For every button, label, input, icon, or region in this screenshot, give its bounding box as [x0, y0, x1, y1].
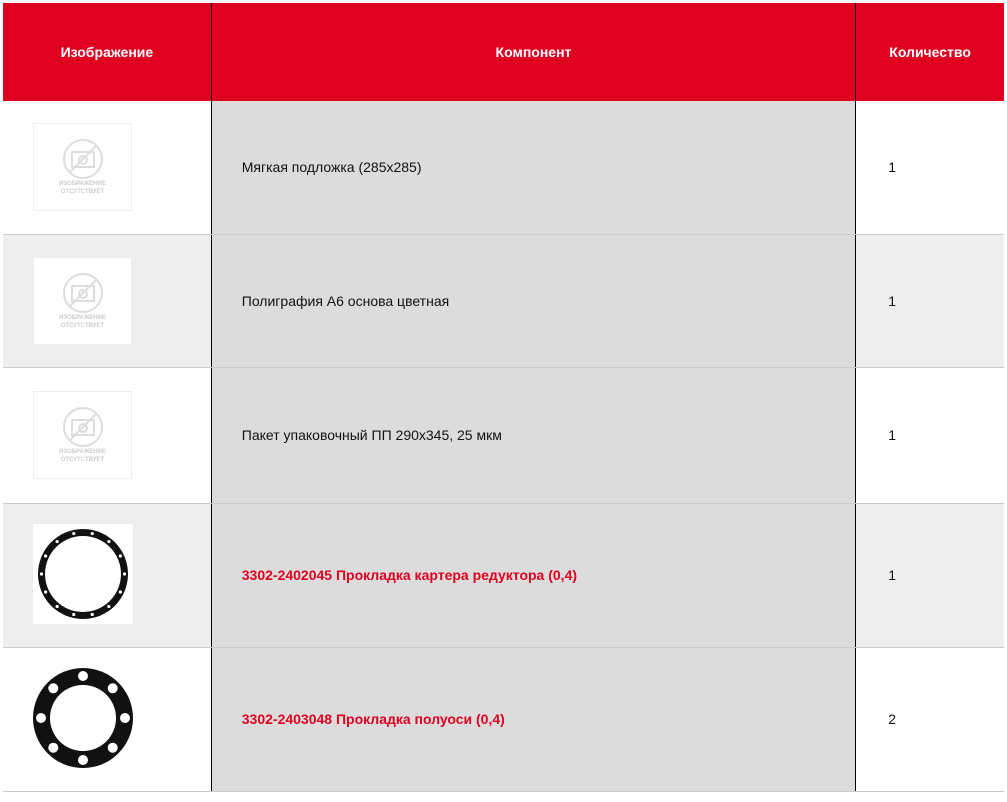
table-row: ИЗОБРАЖЕНИЕ ОТСУТСТВУЕТ Мягкая подложка …	[3, 101, 1004, 235]
components-table: Изображение Компонент Количество ИЗОБРАЖ…	[3, 3, 1004, 792]
component-cell: 3302-2403048 Прокладка полуоси (0,4)	[210, 647, 857, 792]
no-image-placeholder: ИЗОБРАЖЕНИЕ ОТСУТСТВУЕТ	[33, 256, 132, 345]
placeholder-line-2: ОТСУТСТВУЕТ	[60, 189, 105, 196]
component-link[interactable]: 3302-2402045 Прокладка картера редуктора…	[241, 567, 578, 583]
component-cell: Пакет упаковочный ПП 290x345, 25 мкм	[210, 367, 857, 504]
component-name: Полиграфия А6 основа цветная	[241, 292, 450, 309]
no-camera-icon	[62, 272, 103, 313]
no-image-placeholder: ИЗОБРАЖЕНИЕ ОТСУТСТВУЕТ	[33, 391, 132, 479]
image-cell	[3, 503, 212, 648]
no-camera-icon	[62, 139, 103, 180]
image-cell: ИЗОБРАЖЕНИЕ ОТСУТСТВУЕТ	[3, 234, 212, 368]
placeholder-line-2: ОТСУТСТВУЕТ	[60, 457, 105, 463]
image-cell: ИЗОБРАЖЕНИЕ ОТСУТСТВУЕТ	[3, 367, 212, 504]
no-image-placeholder: ИЗОБРАЖЕНИЕ ОТСУТСТВУЕТ	[33, 123, 132, 212]
component-cell: Мягкая подложка (285x285)	[210, 101, 857, 235]
image-cell	[3, 647, 212, 792]
table-header: Изображение Компонент Количество	[3, 3, 1004, 101]
quantity-cell: 1	[855, 234, 1004, 368]
placeholder-line-1: ИЗОБРАЖЕНИЕ	[59, 449, 106, 455]
table-row: ИЗОБРАЖЕНИЕ ОТСУТСТВУЕТ Полиграфия А6 ос…	[3, 234, 1004, 368]
header-image: Изображение	[3, 3, 212, 101]
quantity-cell: 1	[855, 101, 1004, 235]
quantity-cell: 1	[855, 503, 1004, 648]
quantity-cell: 1	[855, 367, 1004, 504]
gasket-wide-ring-image	[33, 667, 133, 768]
quantity-cell: 2	[855, 647, 1004, 792]
header-component: Компонент	[210, 3, 857, 101]
gasket-thin-ring-image	[33, 523, 133, 624]
placeholder-line-2: ОТСУТСТВУЕТ	[60, 322, 105, 329]
component-cell: 3302-2402045 Прокладка картера редуктора…	[210, 503, 857, 648]
component-name: Пакет упаковочный ПП 290x345, 25 мкм	[241, 427, 502, 443]
table-row: 3302-2402045 Прокладка картера редуктора…	[3, 503, 1004, 648]
table-row: ИЗОБРАЖЕНИЕ ОТСУТСТВУЕТ Пакет упаковочны…	[3, 367, 1004, 504]
component-cell: Полиграфия А6 основа цветная	[210, 234, 857, 368]
image-cell: ИЗОБРАЖЕНИЕ ОТСУТСТВУЕТ	[3, 101, 212, 235]
placeholder-line-1: ИЗОБРАЖЕНИЕ	[59, 314, 106, 321]
component-link[interactable]: 3302-2403048 Прокладка полуоси (0,4)	[241, 711, 505, 727]
placeholder-line-1: ИЗОБРАЖЕНИЕ	[59, 181, 106, 188]
table-row: 3302-2403048 Прокладка полуоси (0,4) 2	[3, 647, 1004, 792]
header-quantity: Количество	[855, 3, 1004, 101]
no-camera-icon	[62, 407, 103, 447]
component-name: Мягкая подложка (285x285)	[241, 159, 422, 176]
